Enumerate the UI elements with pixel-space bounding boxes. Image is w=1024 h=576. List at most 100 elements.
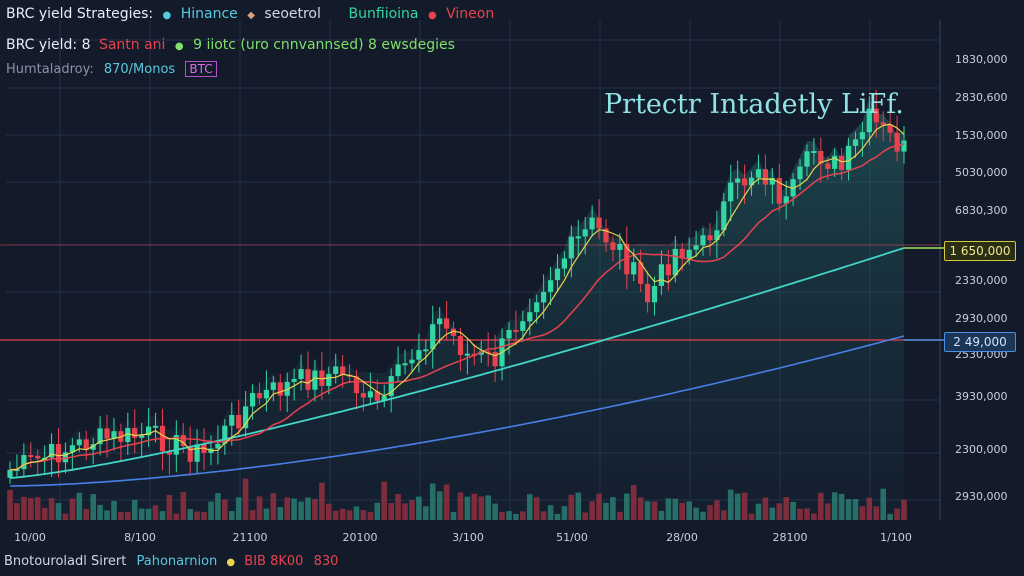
- volume-bar: [222, 499, 228, 520]
- candle-body: [125, 428, 131, 442]
- volume-bar: [215, 493, 221, 520]
- candle-body: [333, 366, 339, 374]
- candle-body: [229, 415, 235, 426]
- volume-bar: [575, 492, 582, 520]
- header-value: 870/Monos: [103, 62, 176, 77]
- volume-bar: [665, 498, 672, 520]
- candle-body: [485, 351, 491, 354]
- volume-bar: [242, 478, 249, 520]
- price-axis-label: 2930,000: [955, 312, 1008, 325]
- candle-body: [728, 182, 734, 202]
- candle-body: [353, 376, 360, 394]
- volume-bar: [617, 511, 623, 520]
- volume-bar: [429, 483, 436, 520]
- candle-body: [104, 428, 110, 439]
- candle-body: [520, 321, 526, 331]
- candle-body: [610, 242, 616, 250]
- header-link-hinance[interactable]: Hinance: [180, 6, 238, 22]
- candle-body: [215, 443, 221, 449]
- candle-body: [832, 155, 838, 169]
- volume-bar: [603, 502, 609, 520]
- candle-body: [457, 335, 464, 355]
- header-link-seoetrol[interactable]: seoetrol: [264, 6, 321, 22]
- candle-body: [187, 446, 193, 462]
- header-link-santn[interactable]: Santn ani: [98, 37, 166, 53]
- candle-body: [707, 235, 713, 241]
- candle-body: [776, 178, 782, 204]
- candle-body: [416, 350, 422, 360]
- footer-link[interactable]: Pahonarnion: [136, 554, 218, 569]
- volume-bar: [873, 506, 880, 520]
- candle-body: [825, 163, 831, 169]
- candle-body: [797, 166, 803, 180]
- header-link-strategies[interactable]: 9 iiotc (uro cnnvannsed) 8 ewsdegies: [193, 37, 455, 53]
- candle-body: [305, 369, 311, 390]
- candle-body: [395, 364, 401, 377]
- candle-body: [665, 264, 671, 276]
- volume-bar: [298, 501, 304, 520]
- volume-bar: [734, 493, 741, 520]
- candle-body: [263, 389, 269, 399]
- candle-body: [28, 455, 34, 457]
- volume-bar: [62, 513, 69, 520]
- candle-body: [270, 382, 276, 390]
- price-axis-label: 2330,000: [955, 274, 1008, 287]
- bullet-icon: ●: [162, 10, 172, 21]
- time-axis: 10/00 8/100 21100 20100 3/100 51/00 28/00 28100…: [14, 531, 912, 544]
- volume-bar: [339, 508, 346, 520]
- header-row-2: BRC yield: 8 Santn ani ● 9 iiotc (uro cn…: [6, 37, 455, 53]
- time-axis-label: 21100: [233, 531, 268, 544]
- volume-bar: [748, 513, 755, 520]
- volume-bar: [804, 508, 810, 520]
- volume-bar: [69, 498, 76, 520]
- candle-body: [645, 283, 651, 303]
- btc-tag[interactable]: BTC: [185, 61, 217, 77]
- volume-bar: [686, 501, 692, 520]
- candle-body: [423, 349, 429, 352]
- volume-bar: [104, 510, 110, 520]
- candle-body: [367, 391, 373, 398]
- header-link-vineon[interactable]: Vineon: [446, 6, 495, 22]
- volume-bar: [700, 511, 706, 520]
- candle-body: [693, 245, 699, 250]
- volume-bar: [14, 503, 20, 520]
- ma-fast-line: [9, 123, 905, 471]
- volume-series: [7, 478, 907, 520]
- time-axis-label: 3/100: [452, 531, 484, 544]
- candle-body: [7, 469, 13, 478]
- candle-body: [859, 132, 865, 140]
- time-axis-label: 28100: [773, 531, 808, 544]
- candle-body: [894, 132, 900, 152]
- volume-bar: [845, 499, 852, 520]
- candle-body: [811, 151, 817, 153]
- volume-bar: [194, 511, 200, 520]
- volume-bar: [381, 481, 387, 520]
- price-axis-label: 6830,300: [955, 204, 1008, 217]
- volume-bar: [527, 494, 533, 520]
- candle-body: [596, 217, 602, 229]
- volume-bar: [48, 498, 55, 520]
- volume-bar: [263, 508, 270, 520]
- bullet-icon: ●: [226, 557, 236, 568]
- volume-bar: [755, 503, 762, 520]
- volume-bar: [97, 504, 103, 520]
- price-axis-label: 3930,000: [955, 390, 1008, 403]
- volume-bar: [28, 498, 34, 520]
- header-link-bunfiioina[interactable]: Bunfiioina: [348, 6, 419, 22]
- candle-body: [846, 145, 852, 170]
- candle-body: [69, 445, 75, 453]
- volume-bar: [727, 489, 734, 520]
- volume-bar: [312, 498, 318, 520]
- candle-body: [256, 393, 263, 399]
- candle-body: [527, 312, 533, 322]
- price-axis: 1830,000 2830,600 1530,000 5030,000 6830,300…: [955, 53, 1008, 503]
- candle-body: [548, 280, 554, 292]
- volume-bar: [159, 511, 166, 520]
- candle-body: [541, 291, 547, 303]
- volume-bar: [880, 488, 886, 520]
- volume-bar: [790, 502, 796, 520]
- volume-bar: [34, 497, 41, 520]
- volume-bar: [506, 511, 512, 520]
- candle-body: [291, 379, 297, 382]
